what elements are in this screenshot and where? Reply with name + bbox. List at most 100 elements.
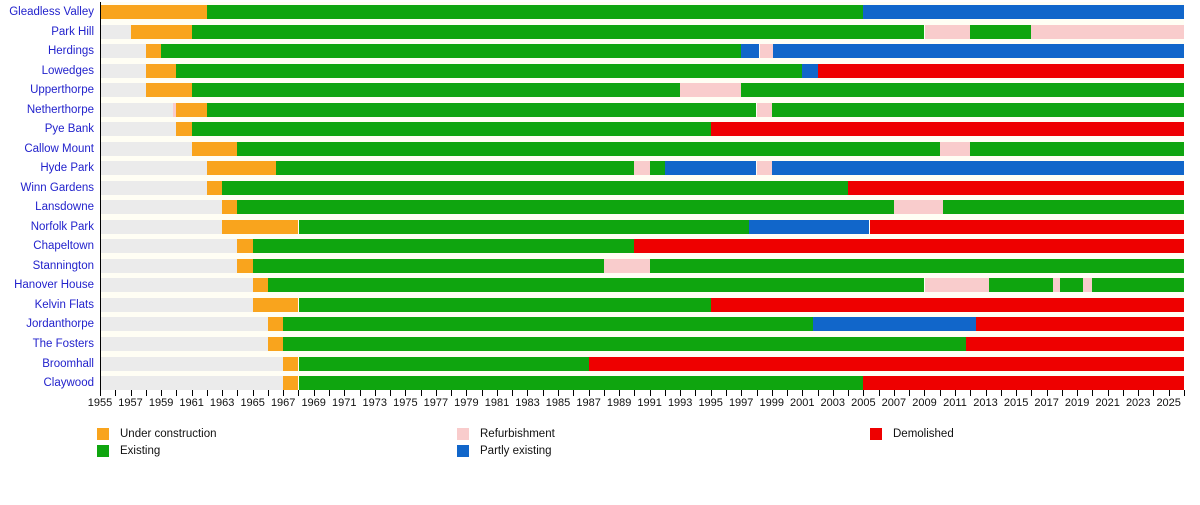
axis-tick: [527, 390, 528, 396]
segment-not_built: [100, 200, 223, 214]
axis-year-label: 1975: [393, 397, 418, 409]
estate-label[interactable]: Upperthorpe: [30, 84, 94, 96]
axis-tick: [970, 390, 971, 396]
segment-refurbishment: [939, 142, 971, 156]
segment-not_built: [100, 376, 284, 390]
segment-not_built: [100, 44, 146, 58]
estate-label[interactable]: Lansdowne: [35, 201, 94, 213]
segment-demolished: [848, 181, 1184, 195]
axis-tick: [1108, 390, 1109, 396]
axis-tick: [757, 390, 758, 396]
segment-not_built: [100, 259, 238, 273]
estate-label[interactable]: Jordanthorpe: [26, 318, 94, 330]
estate-label[interactable]: Claywood: [43, 377, 95, 389]
estate-label[interactable]: Broomhall: [42, 358, 94, 370]
estate-label[interactable]: Kelvin Flats: [34, 299, 94, 311]
segment-under_construction: [176, 103, 207, 117]
segment-demolished: [710, 122, 1184, 136]
estate-label[interactable]: Hanover House: [14, 279, 94, 291]
segment-refurbishment: [756, 161, 772, 175]
segment-existing: [283, 337, 966, 351]
estate-label[interactable]: Lowedges: [41, 65, 94, 77]
axis-tick: [940, 390, 941, 396]
segment-partly_existing: [771, 161, 1184, 175]
axis-tick: [924, 390, 925, 396]
axis-tick: [283, 390, 284, 396]
axis-tick: [360, 390, 361, 396]
segment-existing: [298, 357, 589, 371]
estate-label[interactable]: Chapeltown: [33, 240, 94, 252]
segment-demolished: [976, 317, 1184, 331]
estate-label[interactable]: Gleadless Valley: [9, 6, 94, 18]
legend-label-partly_existing: Partly existing: [480, 445, 552, 457]
axis-year-label: 1955: [87, 397, 113, 409]
axis-tick: [787, 390, 788, 396]
axis-tick: [955, 390, 956, 396]
axis-tick: [207, 390, 208, 396]
axis-tick: [146, 390, 147, 396]
axis-tick: [680, 390, 681, 396]
estate-label[interactable]: Stannington: [32, 260, 94, 272]
segment-existing: [252, 239, 635, 253]
segment-not_built: [100, 83, 146, 97]
axis-tick: [634, 390, 635, 396]
segment-refurbishment: [1052, 278, 1061, 292]
axis-tick: [497, 390, 498, 396]
segment-under_construction: [222, 200, 238, 214]
estate-label[interactable]: Park Hill: [51, 26, 94, 38]
segment-not_built: [100, 357, 284, 371]
estate-label[interactable]: Hyde Park: [40, 162, 94, 174]
estate-label[interactable]: Winn Gardens: [20, 182, 94, 194]
axis-year-label: 1961: [179, 397, 204, 409]
segment-existing: [252, 259, 604, 273]
segment-under_construction: [145, 64, 177, 78]
segment-refurbishment: [1031, 25, 1184, 39]
segment-under_construction: [145, 83, 192, 97]
axis-year-label: 2017: [1034, 397, 1059, 409]
axis-year-label: 1981: [484, 397, 510, 409]
estate-label[interactable]: Pye Bank: [44, 123, 94, 135]
axis-tick: [222, 390, 223, 396]
segment-existing: [191, 83, 681, 97]
axis-tick: [863, 390, 864, 396]
estate-label[interactable]: The Fosters: [32, 338, 94, 350]
segment-refurbishment: [1083, 278, 1093, 292]
segment-under_construction: [237, 259, 253, 273]
estate-label[interactable]: Callow Mount: [24, 143, 94, 155]
axis-tick: [772, 390, 773, 396]
segment-refurbishment: [924, 25, 971, 39]
segment-refurbishment: [634, 161, 650, 175]
segment-demolished: [634, 239, 1184, 253]
axis-tick: [879, 390, 880, 396]
segment-not_built: [100, 317, 268, 331]
axis-tick: [1077, 390, 1078, 396]
segment-existing: [206, 5, 864, 19]
axis-tick: [1062, 390, 1063, 396]
axis-tick: [695, 390, 696, 396]
legend-label-demolished: Demolished: [893, 428, 954, 440]
segment-existing: [942, 200, 1184, 214]
segment-demolished: [863, 376, 1184, 390]
segment-not_built: [100, 103, 174, 117]
segment-under_construction: [237, 239, 253, 253]
estate-label[interactable]: Netherthorpe: [26, 104, 94, 116]
estate-label[interactable]: Norfolk Park: [30, 221, 94, 233]
legend-label-under_construction: Under construction: [120, 428, 217, 440]
axis-tick: [604, 390, 605, 396]
segment-demolished: [869, 220, 1184, 234]
axis-tick: [802, 390, 803, 396]
segment-existing: [283, 317, 813, 331]
estate-label[interactable]: Herdings: [47, 45, 94, 57]
axis-year-label: 1983: [515, 397, 540, 409]
segment-existing: [970, 25, 1032, 39]
axis-year-label: 1995: [698, 397, 723, 409]
axis-tick: [1047, 390, 1048, 396]
axis-tick: [329, 390, 330, 396]
axis-year-label: 2015: [1003, 397, 1029, 409]
axis-year-label: 1969: [301, 397, 326, 409]
segment-refurbishment: [680, 83, 742, 97]
axis-tick: [650, 390, 651, 396]
segment-partly_existing: [773, 44, 1184, 58]
axis-tick: [558, 390, 559, 396]
axis-year-label: 2011: [943, 397, 967, 409]
